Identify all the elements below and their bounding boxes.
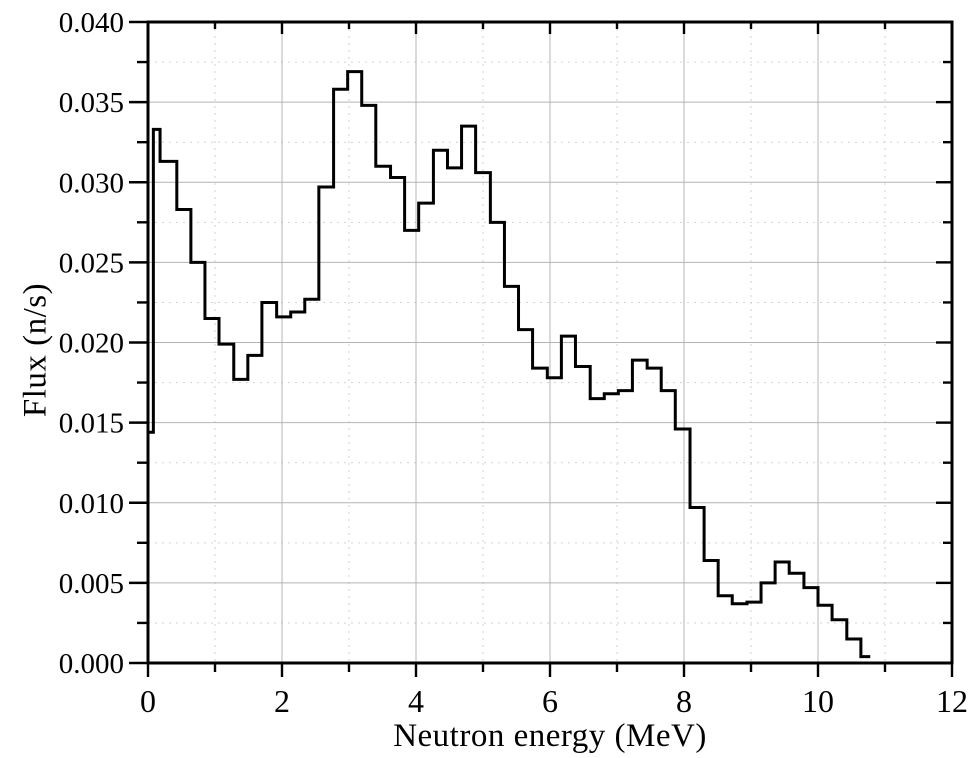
x-tick-label: 4 [408,683,424,719]
x-tick-label: 10 [802,683,834,719]
axis-ticks [129,20,954,677]
y-tick-label: 0.015 [59,408,124,440]
y-tick-label: 0.040 [59,7,124,39]
x-axis-title: Neutron energy (MeV) [393,718,707,754]
y-tick-label: 0.010 [59,488,124,520]
y-tick-label: 0.000 [59,648,124,680]
y-tick-label: 0.005 [59,568,124,600]
grid-major [148,22,952,663]
y-tick-label: 0.030 [59,167,124,199]
y-tick-label: 0.035 [59,87,124,119]
y-tick-label: 0.025 [59,247,124,279]
y-tick-label: 0.020 [59,328,124,360]
x-tick-label: 0 [140,683,156,719]
y-axis-title: Flux (n/s) [17,282,54,418]
x-tick-label: 12 [936,683,968,719]
tick-labels: 0.000 0.005 0.010 0.015 0.020 0.025 0.030 0.035… [59,7,968,719]
x-tick-label: 6 [542,683,558,719]
flux-step-line [148,70,871,659]
x-tick-label: 8 [676,683,692,719]
data-series [148,70,871,659]
x-tick-label: 2 [274,683,290,719]
